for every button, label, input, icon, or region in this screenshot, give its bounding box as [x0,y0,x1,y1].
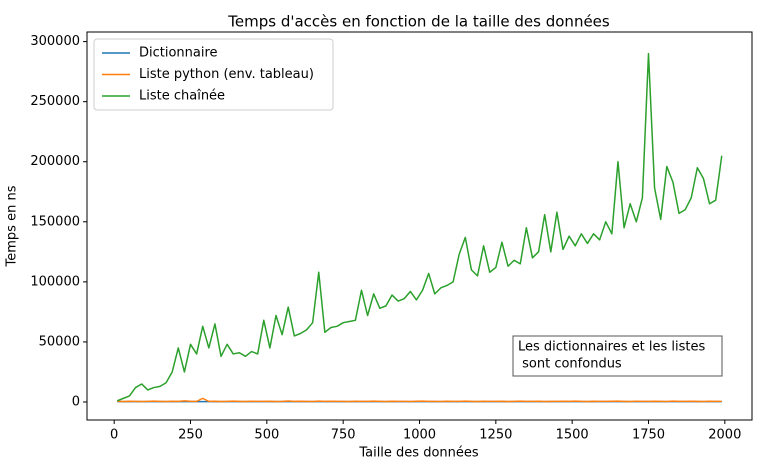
y-tick-label: 100000 [30,274,80,289]
x-tick-label: 2000 [708,428,741,443]
y-tick-label: 250000 [30,94,80,109]
legend-label: Liste python (env. tableau) [139,67,314,82]
y-tick-label: 0 [72,394,80,409]
plot-frame [86,31,753,421]
x-tick-label: 1750 [632,428,665,443]
x-tick-label: 1500 [556,428,589,443]
x-tick-label: 500 [254,428,279,443]
y-tick-label: 150000 [30,214,80,229]
y-tick-label: 200000 [30,154,80,169]
x-tick-label: 0 [110,428,118,443]
y-tick-label: 300000 [30,34,80,49]
x-tick-label: 1000 [403,428,436,443]
annotation-box [512,335,723,377]
data-line [117,397,722,403]
data-line [116,52,723,402]
legend-box [93,38,334,111]
legend-label: Dictionnaire [139,46,218,61]
annotation-text: sont confondus [518,357,622,372]
x-tick-label: 1250 [479,428,512,443]
y-axis-label: Temps en ns [5,185,20,267]
x-tick-label: 750 [331,428,356,443]
y-tick-label: 50000 [39,334,80,349]
x-tick-label: 250 [178,428,203,443]
chart-title: Temps d'accès en fonction de la taille d… [227,13,610,31]
legend-label: Liste chaînée [139,89,225,104]
annotation-text: Les dictionnaires et les listes [518,340,705,355]
x-axis-label: Taille des données [358,446,479,461]
